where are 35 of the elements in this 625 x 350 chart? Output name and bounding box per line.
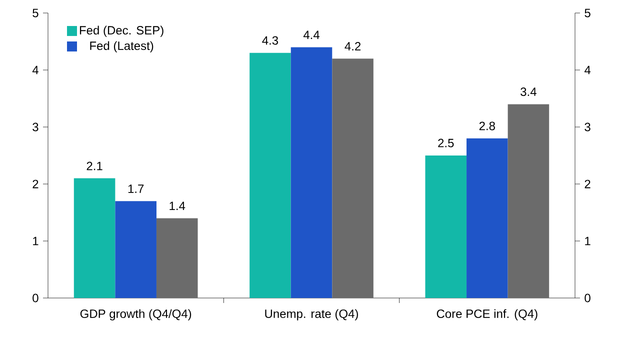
data-label: 1.4 — [170, 202, 186, 210]
y2-tick-label: 4 — [584, 66, 591, 74]
x-tick-label: Core PCE inf. (Q4) — [436, 309, 538, 320]
data-label: 2.8 — [479, 122, 495, 130]
y-tick-label: 1 — [33, 236, 38, 246]
y2-tick-label: 3 — [584, 122, 590, 132]
y2-tick-label: 5 — [584, 8, 590, 18]
y2-tick-label: 1 — [585, 236, 590, 246]
y-tick-label: 5 — [32, 8, 38, 18]
data-label: 4.2 — [344, 42, 361, 50]
data-label: 4.4 — [303, 30, 320, 39]
y-tick-label: 4 — [32, 66, 38, 74]
bar — [466, 138, 508, 298]
bar — [156, 218, 198, 298]
x-tick-label: Unemp. rate (Q4) — [265, 309, 358, 320]
bar — [332, 58, 374, 298]
data-label: 3.4 — [520, 88, 536, 96]
bar — [250, 52, 291, 298]
bar — [508, 104, 550, 298]
y-tick-label: 0 — [32, 294, 38, 302]
bar — [425, 156, 467, 298]
bar — [74, 178, 116, 298]
data-label: 2.5 — [438, 138, 454, 148]
x-tick-label: GDP growth (Q4/Q4) — [80, 309, 192, 320]
legend-label: Fed (Latest) — [90, 41, 154, 52]
y2-tick-label: 0 — [584, 294, 590, 302]
y2-tick-label: 2 — [584, 180, 590, 188]
data-label: 4.3 — [262, 36, 278, 45]
bar — [115, 201, 156, 298]
data-label: 2.1 — [86, 162, 102, 170]
y-tick-label: 2 — [32, 180, 38, 188]
y-tick-label: 3 — [32, 122, 38, 132]
data-label: 1.7 — [128, 184, 144, 193]
legend-label: Fed (Dec. SEP) — [80, 26, 164, 37]
bar — [290, 47, 332, 298]
